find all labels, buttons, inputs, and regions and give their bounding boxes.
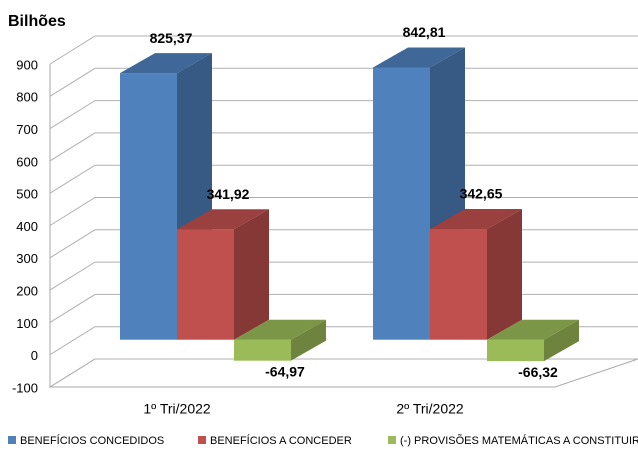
data-label: 342,65 (460, 186, 503, 202)
y-tick-label: 900 (16, 57, 38, 72)
y-tick-label: 800 (16, 90, 38, 105)
bar-front (234, 339, 291, 361)
y-tick-label: -100 (12, 380, 38, 395)
legend-label: BENEFÍCIOS CONCEDIDOS (20, 434, 164, 447)
y-tick-label: 100 (16, 316, 38, 331)
bar-top (120, 53, 212, 74)
x-tick-label: 1º Tri/2022 (143, 401, 211, 417)
grid-line (49, 358, 638, 388)
bar-top (234, 319, 326, 340)
legend-label: (-) PROVISÕES MATEMÁTICAS A CONSTITUIR (400, 434, 638, 447)
bar-top (430, 209, 522, 230)
data-label: -66,32 (518, 364, 558, 380)
y-tick-label: 300 (16, 251, 38, 266)
data-label: 341,92 (207, 186, 250, 202)
data-label: 842,81 (403, 24, 446, 40)
legend-swatch (198, 436, 206, 444)
bar-front (487, 339, 544, 362)
bar-top (487, 319, 579, 340)
y-axis-label: Bilhões (8, 13, 66, 30)
bar-front (120, 73, 177, 340)
legend-swatch (8, 436, 16, 444)
bar-side (234, 209, 269, 340)
x-tick-label: 2º Tri/2022 (396, 401, 464, 417)
data-label: -64,97 (265, 363, 305, 379)
legend-label: BENEFÍCIOS A CONCEDER (210, 434, 352, 447)
y-tick-label: 500 (16, 187, 38, 202)
y-tick-label: 700 (16, 122, 38, 137)
bar-front (177, 229, 234, 340)
bar-front (430, 229, 487, 340)
grid-line (49, 35, 638, 65)
bar-front (373, 67, 430, 340)
y-tick-label: 600 (16, 154, 38, 169)
y-tick-label: 200 (16, 284, 38, 299)
y-tick-label: 0 (31, 348, 38, 363)
bar-side (544, 319, 579, 362)
y-tick-label: 400 (16, 219, 38, 234)
bar-side (291, 319, 326, 361)
bar-top (373, 47, 465, 68)
bar-side (487, 209, 522, 340)
data-label: 825,37 (150, 30, 193, 46)
bar-top (177, 209, 269, 230)
legend-swatch (388, 436, 396, 444)
